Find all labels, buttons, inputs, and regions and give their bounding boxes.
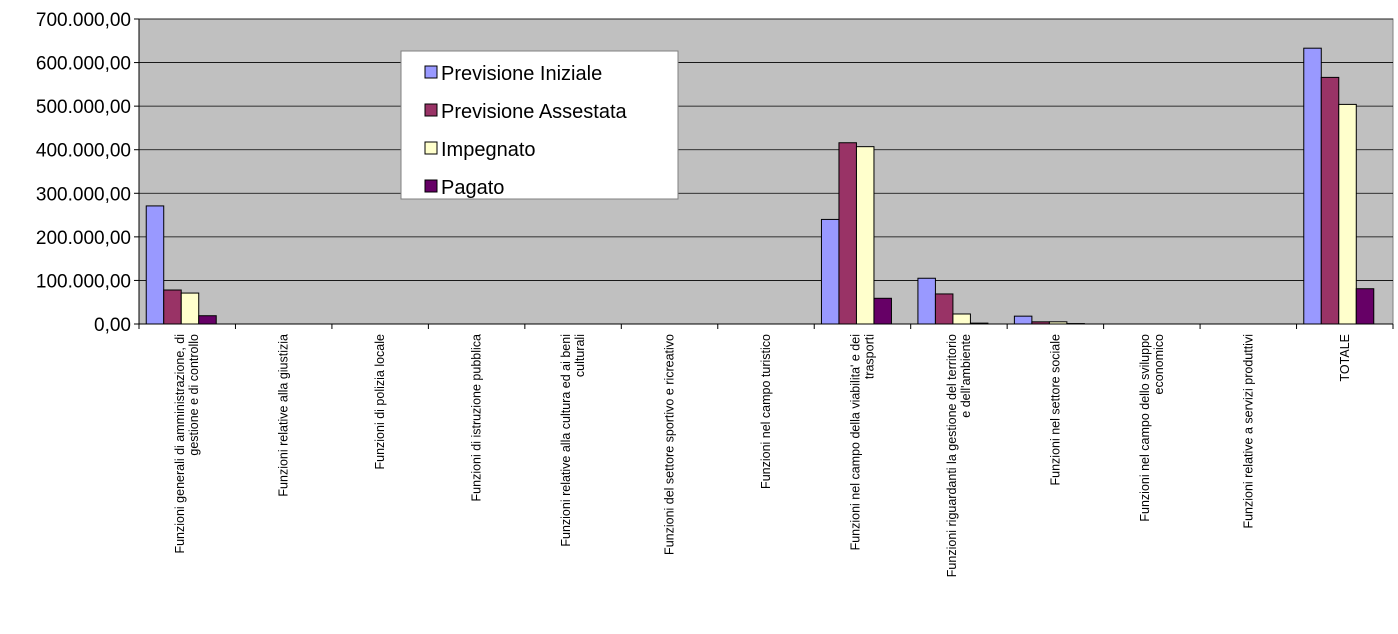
y-tick-label: 200.000,00	[36, 228, 131, 249]
x-tick-label: Funzioni nel campo della viabilita' e de…	[848, 334, 876, 550]
legend-label: Impegnato	[441, 139, 536, 161]
bar	[163, 289, 182, 325]
legend-swatch	[424, 65, 438, 79]
x-tick-label-line: Funzioni nel campo della viabilita' e de…	[848, 334, 862, 550]
x-tick-label-line: Funzioni di polizia locale	[373, 334, 387, 470]
bar	[1303, 47, 1322, 325]
x-tick-label-line: Funzioni relative a servizi produttivi	[1241, 334, 1255, 529]
bar	[873, 297, 892, 325]
x-tick-label-line: culturali	[573, 334, 587, 377]
y-tick-label: 100.000,00	[36, 271, 131, 292]
x-tick-label-line: Funzioni nel campo dello sviluppo	[1138, 334, 1152, 522]
x-tick-label: Funzioni di polizia locale	[373, 334, 387, 470]
legend-swatch	[424, 141, 438, 155]
bar	[820, 218, 840, 325]
plot-background	[138, 18, 1394, 325]
x-tick-label: Funzioni nel campo dello sviluppo economi…	[1138, 334, 1166, 522]
plot-area	[138, 18, 1394, 325]
y-tick-label: 500.000,00	[36, 97, 131, 118]
legend: Previsione Iniziale Previsione Assestata I…	[400, 50, 679, 200]
x-tick-label: Funzioni generali di amministrazione, di…	[173, 334, 201, 554]
x-tick-label-line: Funzioni di istruzione pubblica	[470, 334, 484, 502]
legend-swatch	[424, 103, 438, 117]
x-tick-label: Funzioni di istruzione pubblica	[470, 334, 484, 502]
bar	[969, 322, 989, 325]
x-tick-label: Funzioni nel settore sociale	[1048, 334, 1062, 486]
bar	[934, 293, 954, 325]
bar	[198, 315, 217, 325]
bar-series	[163, 76, 1340, 325]
x-tick-label: Funzioni riguardanti la gestione del ter…	[945, 334, 973, 577]
bar	[180, 292, 200, 325]
x-tick-label-line: Funzioni relative alla cultura ed ai ben…	[559, 334, 573, 547]
y-tick-label: 600.000,00	[36, 54, 131, 75]
bar	[917, 277, 936, 325]
bar	[1355, 288, 1375, 325]
x-tick-label: Funzioni relative alla giustizia	[277, 334, 291, 497]
x-tick-label-line: trasporti	[862, 334, 876, 379]
x-tick-label-line: Funzioni relative alla giustizia	[277, 334, 291, 497]
x-tick-label: Funzioni nel campo turistico	[759, 334, 773, 489]
x-tick-label-line: gestione e di controllo	[187, 334, 201, 456]
y-axis: 0,00 100.000,00 200.000,00 300.000,00 400.00…	[36, 10, 1393, 336]
bar	[1048, 321, 1068, 325]
x-tick-label-line: economico	[1152, 334, 1166, 394]
bar	[1320, 76, 1340, 325]
x-tick-label: Funzioni relative a servizi produttivi	[1241, 334, 1255, 529]
x-tick-label-line: Funzioni del settore sportivo e ricreati…	[663, 334, 677, 555]
bar	[838, 142, 857, 325]
x-tick-label-line: Funzioni nel campo turistico	[759, 334, 773, 489]
bar-series-group	[145, 47, 1375, 325]
legend-swatch	[424, 179, 438, 193]
bar-series	[180, 103, 1357, 325]
bar	[1338, 103, 1357, 325]
y-tick-label: 300.000,00	[36, 184, 131, 205]
legend-label: Pagato	[441, 177, 504, 199]
bar-series	[145, 47, 1322, 325]
bar-series	[198, 288, 1375, 325]
bar	[952, 313, 971, 325]
x-tick-label-line: Funzioni riguardanti la gestione del ter…	[945, 334, 959, 577]
y-tick-label: 400.000,00	[36, 141, 131, 162]
x-tick-label-line: Funzioni nel settore sociale	[1048, 334, 1062, 486]
x-tick-label: Funzioni del settore sportivo e ricreati…	[663, 334, 677, 555]
x-tick-label: Funzioni relative alla cultura ed ai ben…	[559, 334, 587, 547]
bar	[855, 146, 875, 325]
y-tick-label: 0,00	[94, 315, 131, 336]
y-tick-label: 700.000,00	[36, 10, 131, 31]
bar	[145, 205, 165, 325]
legend-label: Previsione Iniziale	[441, 63, 602, 85]
x-tick-label-line: TOTALE	[1338, 334, 1352, 381]
legend-label: Previsione Assestata	[441, 101, 628, 123]
legend-box	[400, 50, 679, 200]
x-tick-label-line: e dell'ambiente	[959, 334, 973, 418]
x-tick-label: TOTALE	[1338, 334, 1352, 381]
bar	[1013, 315, 1033, 325]
x-tick-label-line: Funzioni generali di amministrazione, di	[173, 334, 187, 554]
bar	[1031, 321, 1050, 325]
x-axis: Funzioni generali di amministrazione, di…	[138, 324, 1394, 577]
